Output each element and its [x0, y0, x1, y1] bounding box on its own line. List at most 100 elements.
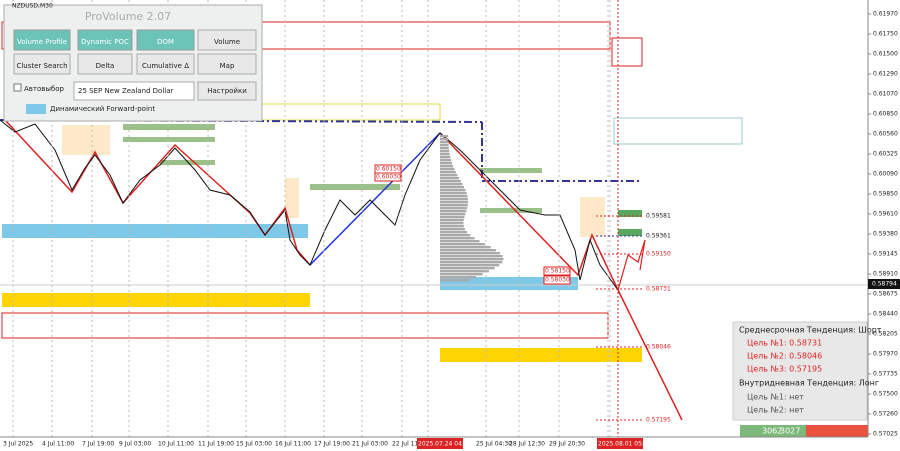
target: Цель №1: 0.58731 [747, 339, 822, 348]
time-label: 10 Jul 11:00 [158, 441, 194, 448]
price-series [0, 119, 619, 291]
price-label: 0.58440 [873, 311, 898, 318]
time-label: 7 Jul 19:00 [82, 441, 114, 448]
tool-button[interactable] [13, 29, 71, 51]
profile-bar [440, 168, 455, 171]
profile-bar [440, 228, 465, 231]
tool-button[interactable] [197, 29, 257, 51]
profile-bar [440, 198, 468, 201]
checkbox[interactable] [13, 83, 22, 92]
chart-drawing [0, 0, 868, 437]
box-label: 0.60030 [376, 174, 401, 181]
profile-bar [440, 264, 500, 267]
profile-bar [440, 237, 475, 240]
profile-bar [440, 210, 467, 213]
intraday-targets: Цель №1: нет Цель №2: нет [747, 393, 804, 415]
profile-bar [440, 225, 464, 228]
time-label: 9 Jul 03:00 [119, 441, 151, 448]
box-label-bg [543, 275, 571, 285]
price-label: 0.58205 [873, 331, 898, 338]
profile-bar [440, 147, 449, 150]
price-label: 0.58675 [873, 291, 898, 298]
settings-button[interactable] [197, 81, 257, 101]
time-label: 29 Jul 20:30 [549, 441, 585, 448]
profile-bar [440, 195, 468, 198]
zone [2, 293, 310, 307]
button-label: DOM [157, 38, 174, 46]
profile-bar [440, 240, 480, 243]
time-label: 17 Jul 19:00 [314, 441, 350, 448]
time-label: 28 Jul 12:30 [509, 441, 545, 448]
zone [618, 210, 642, 217]
button-label: Volume [214, 38, 240, 46]
current-price: 0.58794 [872, 281, 897, 288]
price-label: 0.61500 [873, 51, 898, 58]
price-label: 0.59145 [873, 251, 898, 258]
tool-button[interactable] [136, 53, 195, 75]
box-label: 0.60150 [376, 166, 401, 173]
zigzag [4, 119, 311, 266]
price-label: 0.61970 [873, 11, 898, 18]
time-label: 3 Jul 2025 [3, 441, 33, 448]
profile-bar [440, 165, 454, 168]
medium-targets: Цель №1: 0.58731 Цель №2: 0.58046 Цель №3:… [747, 339, 822, 374]
price-axis-labels: 0.61970 0.61750 0.61500 0.61290 0.61070 0.608… [868, 11, 898, 438]
time-label: 15 Jul 03:00 [236, 441, 272, 448]
profile-bar [440, 180, 461, 183]
zone [440, 348, 642, 362]
profile-bar [440, 249, 496, 252]
profile-bar [440, 222, 464, 225]
profile-bar [440, 270, 489, 273]
tool-button[interactable] [197, 53, 257, 75]
delta-bar [740, 425, 806, 437]
box-label-bg [543, 266, 571, 276]
time-label: 2025.07.24 04:00 [418, 441, 472, 448]
tool-button[interactable] [13, 53, 71, 75]
target: Цель №3: 0.57195 [747, 365, 822, 374]
profile-bar [440, 138, 449, 141]
price-label: 0.59850 [873, 191, 898, 198]
instrument-select[interactable] [73, 81, 195, 101]
tool-button[interactable] [136, 29, 195, 51]
price-axis [868, 0, 900, 451]
time-label: 2025.08.01 05:30 [598, 441, 652, 448]
price-label: 0.59610 [873, 211, 898, 218]
profile-bar [440, 207, 468, 210]
profile-bar [440, 183, 463, 186]
zone [123, 137, 215, 142]
button-label: Volume Profile [17, 38, 67, 46]
instrument: 25 SEP New Zealand Dollar [78, 87, 174, 95]
profile-bar [440, 174, 458, 177]
forward-label: Динамический Forward-point [50, 105, 155, 113]
forecast [617, 239, 646, 291]
tool-button[interactable] [77, 53, 133, 75]
zone [611, 37, 643, 67]
zone [62, 125, 110, 155]
tool-button[interactable] [77, 29, 133, 51]
profile-bar [440, 252, 501, 255]
box-label: 0.58150 [545, 268, 570, 275]
profile-bar [440, 177, 460, 180]
button-label: Cluster Search [16, 62, 67, 70]
profile-bar [440, 267, 495, 270]
profile-bar [440, 153, 450, 156]
time-highlight [417, 438, 463, 449]
profile-bar [440, 159, 452, 162]
time-label: 21 Jul 03:00 [352, 441, 388, 448]
time-label: 16 Jul 11:00 [275, 441, 311, 448]
level-label: 0.58046 [646, 344, 671, 351]
zone [160, 160, 215, 165]
time-highlight [597, 438, 643, 449]
profile-bar [440, 234, 471, 237]
zone [580, 197, 605, 237]
price-label: 0.60560 [873, 131, 898, 138]
profile-bar [440, 144, 449, 147]
info-box [732, 321, 868, 421]
time-label: 4 Jul 11:00 [42, 441, 74, 448]
profile-bar [440, 150, 450, 153]
zone [480, 208, 542, 213]
profile-bar [440, 201, 469, 204]
level-label: 0.58731 [646, 286, 671, 293]
button-label: Delta [96, 62, 115, 70]
